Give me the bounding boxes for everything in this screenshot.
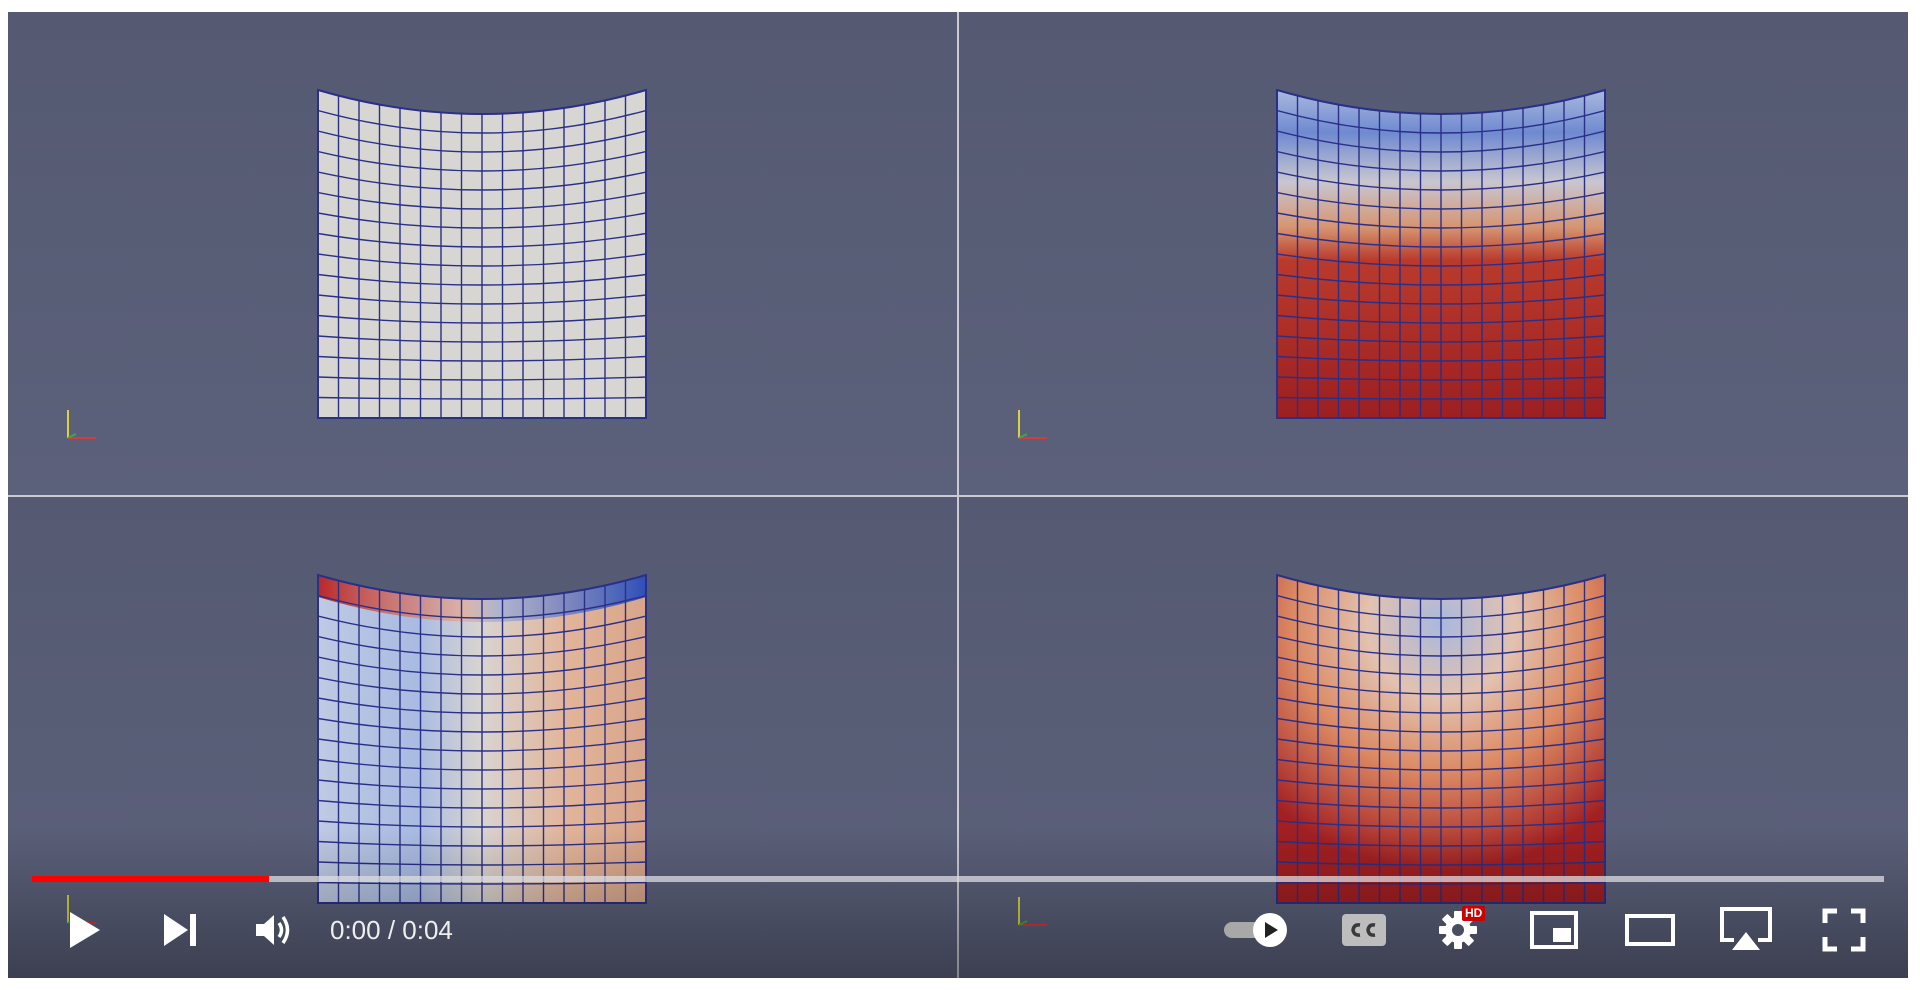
- mesh-line: [318, 109, 646, 134]
- mesh-vertical-gradient: [1276, 88, 1606, 419]
- mesh-line: [1277, 840, 1605, 847]
- mesh-line: [1277, 335, 1605, 343]
- mesh-line: [1277, 130, 1605, 153]
- miniplayer-icon: [1530, 911, 1578, 949]
- play-icon: [70, 912, 100, 948]
- autoplay-toggle-icon: [1224, 913, 1287, 947]
- mesh-line: [318, 881, 646, 885]
- mesh-line: [1277, 191, 1605, 210]
- mesh-line: [318, 212, 646, 229]
- mesh-line: [318, 615, 646, 638]
- progress-bar[interactable]: [32, 876, 1884, 882]
- time-separator: /: [380, 915, 403, 945]
- mesh-line: [318, 314, 646, 324]
- mesh-radial-gradient: [1276, 573, 1606, 904]
- viewport-bottom-right: [959, 497, 1908, 978]
- fullscreen-icon: [1822, 908, 1866, 952]
- mesh-line: [1277, 656, 1605, 676]
- play-button[interactable]: [54, 904, 114, 956]
- airplay-icon: [1720, 907, 1772, 950]
- time-display: 0:00 / 0:04: [330, 910, 453, 950]
- mesh-line: [318, 232, 646, 248]
- viewport-top-left: [8, 12, 957, 495]
- hd-badge: HD: [1462, 906, 1486, 921]
- mesh-line: [1277, 697, 1605, 714]
- mesh-line: [1277, 150, 1605, 172]
- autoplay-toggle[interactable]: [1220, 908, 1292, 952]
- mesh-line: [318, 355, 646, 362]
- mesh-line: [318, 294, 646, 305]
- next-button[interactable]: [150, 904, 210, 956]
- mesh-line: [1277, 717, 1605, 733]
- mesh-line: [318, 676, 646, 695]
- mesh-line: [1277, 376, 1605, 381]
- mesh-line: [318, 635, 646, 657]
- theater-mode-icon: [1625, 914, 1675, 946]
- mesh-line: [1277, 232, 1605, 248]
- airplay-button[interactable]: [1716, 902, 1776, 958]
- mesh-line: [1277, 594, 1605, 619]
- mesh-line: [318, 799, 646, 809]
- mesh-line: [318, 273, 646, 286]
- viewport-top-right: [959, 12, 1908, 495]
- mesh-line: [318, 171, 646, 191]
- mesh-line: [318, 738, 646, 752]
- mesh-line: [1277, 615, 1605, 638]
- skip-next-icon: [164, 914, 196, 946]
- volume-button[interactable]: [244, 904, 304, 956]
- mesh-line: [1277, 396, 1605, 400]
- mesh-line: [1277, 212, 1605, 229]
- mesh-line: [318, 376, 646, 381]
- mesh-line: [318, 253, 646, 267]
- settings-button[interactable]: HD: [1428, 904, 1488, 956]
- captions-button[interactable]: [1334, 908, 1394, 952]
- volume-icon: [256, 915, 290, 945]
- mesh-line: [1277, 109, 1605, 134]
- mesh-line: [318, 697, 646, 714]
- viewport-divider-horizontal: [8, 495, 1908, 497]
- mesh-line: [1277, 253, 1605, 267]
- mesh-horizontal-gradient: [317, 573, 647, 904]
- mesh-uniform: [317, 88, 647, 419]
- mesh-line: [1277, 881, 1605, 885]
- mesh-line: [318, 861, 646, 866]
- mesh-line: [318, 820, 646, 828]
- mesh-line: [1277, 635, 1605, 657]
- mesh-line: [318, 840, 646, 847]
- mesh-line: [1277, 799, 1605, 809]
- mesh-line: [318, 779, 646, 790]
- mesh-line: [1277, 294, 1605, 305]
- mesh-line: [1277, 861, 1605, 866]
- mesh-line: [1277, 355, 1605, 362]
- mesh-line: [318, 130, 646, 153]
- current-time: 0:00: [330, 915, 381, 945]
- mesh-line: [1277, 738, 1605, 752]
- fullscreen-button[interactable]: [1814, 904, 1874, 956]
- mesh-line: [1277, 171, 1605, 191]
- miniplayer-button[interactable]: [1524, 904, 1584, 956]
- mesh-line: [1277, 758, 1605, 771]
- mesh-line: [1277, 779, 1605, 790]
- mesh-line: [1277, 314, 1605, 324]
- mesh-line: [318, 656, 646, 676]
- viewport-bottom-left: [8, 497, 957, 978]
- mesh-line: [318, 335, 646, 343]
- mesh-line: [1277, 676, 1605, 695]
- mesh-line: [318, 717, 646, 733]
- mesh-line: [318, 150, 646, 172]
- mesh-line: [318, 191, 646, 210]
- mesh-line: [318, 758, 646, 771]
- mesh-line: [318, 396, 646, 400]
- closed-captions-icon: [1342, 914, 1386, 946]
- gear-icon: [1439, 911, 1477, 949]
- progress-played: [32, 876, 270, 882]
- mesh-line: [318, 594, 646, 619]
- mesh-line: [1277, 273, 1605, 286]
- duration: 0:04: [402, 915, 453, 945]
- mesh-line: [1277, 820, 1605, 828]
- theater-mode-button[interactable]: [1620, 904, 1680, 956]
- video-player[interactable]: 0:00 / 0:04: [8, 12, 1908, 978]
